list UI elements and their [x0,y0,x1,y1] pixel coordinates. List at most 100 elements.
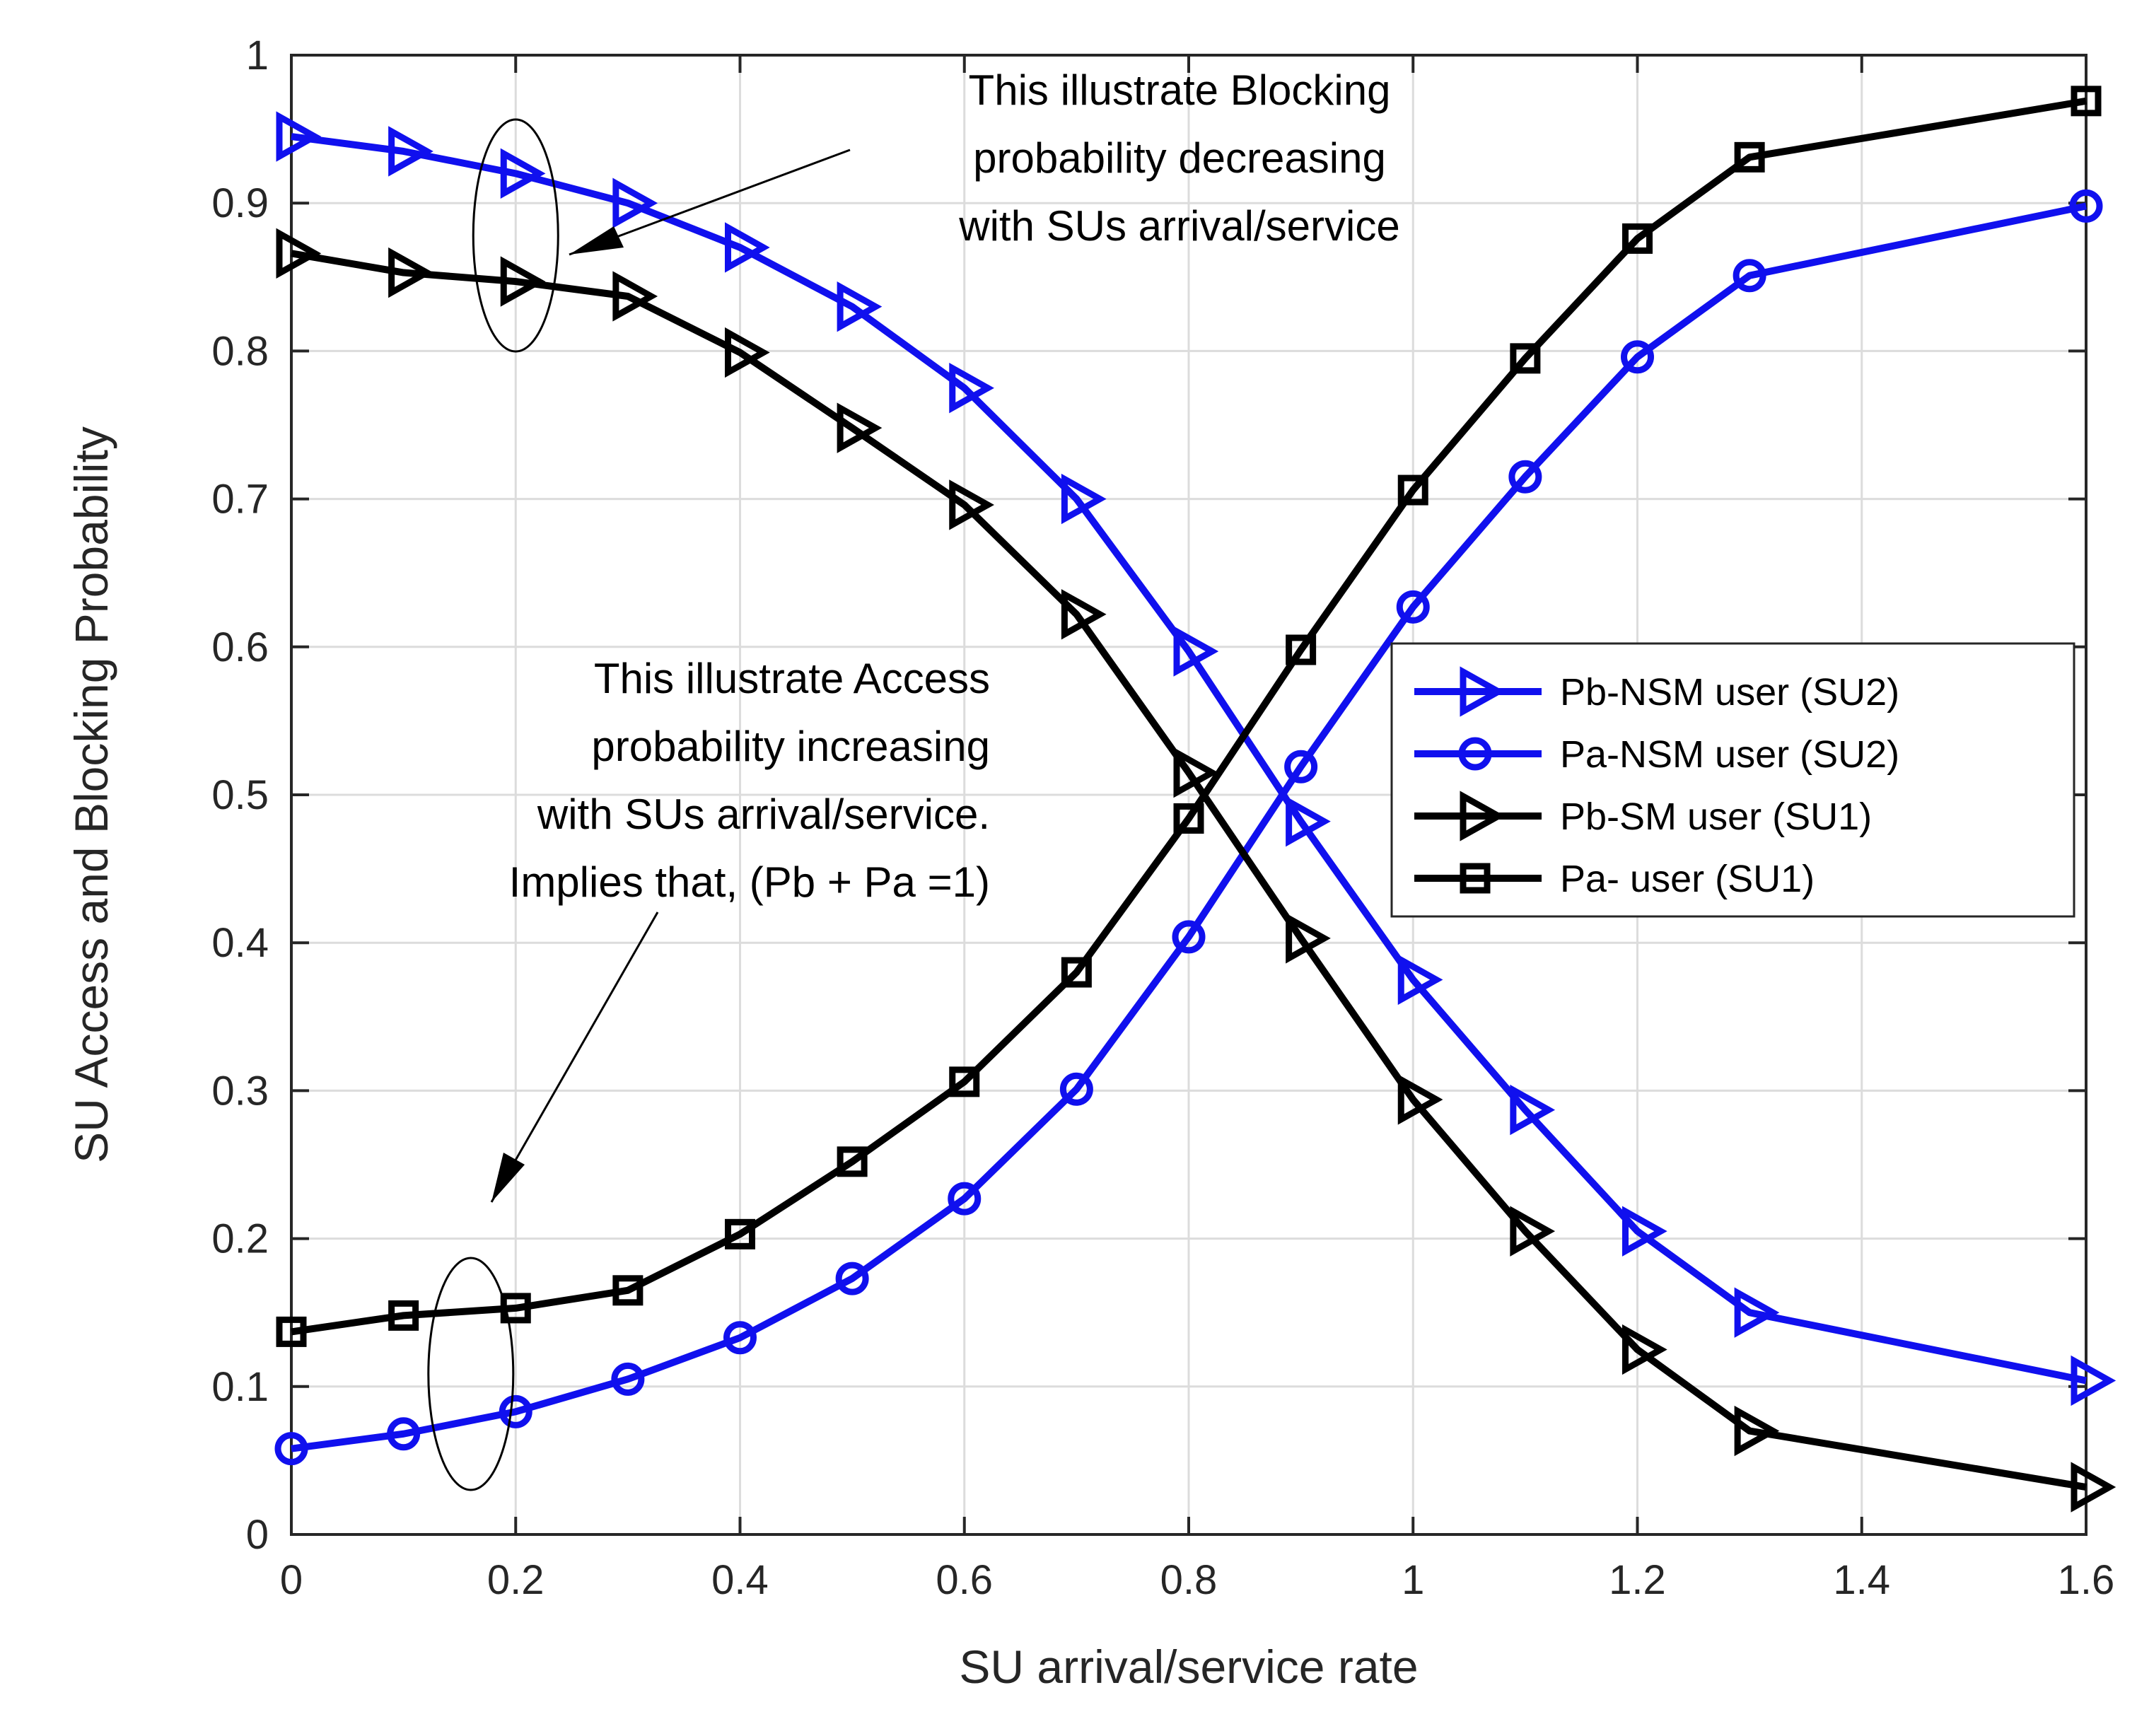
data-point [1061,473,1107,525]
data-point [725,327,770,378]
data-point [1397,1074,1443,1125]
data-point [276,111,322,162]
data-point [612,271,658,322]
data-point [276,1316,307,1347]
data-point [1059,1072,1093,1106]
y-tick-label: 1 [246,33,269,78]
y-tick-label: 0.1 [211,1364,269,1410]
x-tick-label: 0.4 [711,1557,769,1603]
legend: Pb-NSM user (SU2) Pa-NSM user (SU2) Pb-SM … [1390,642,2075,918]
axes-ticks: 0 0.2 0.4 0.6 0.8 1 1.2 1.4 1.6 0 0.1 0.2 0.3 0.4 0.5 0… [211,33,2114,1603]
annotation-arrow-line [490,911,659,1203]
x-axis-title: SU arrival/service rate [959,1641,1418,1693]
x-tick-label: 1 [1402,1557,1424,1603]
annotation-text-line: This illustrate Access [594,655,990,702]
data-point [274,1432,308,1466]
annotation-text-line: with SUs arrival/service [958,202,1399,250]
legend-item: Pa-NSM user (SU2) [1414,733,1899,776]
data-point [1510,343,1541,374]
data-point [1397,474,1428,506]
data-point [2071,86,2102,117]
data-point [1510,1206,1556,1257]
data-point [725,1218,755,1249]
data-point [1172,920,1206,954]
data-point [2069,189,2103,223]
y-tick-label: 0.5 [211,772,269,818]
y-tick-label: 0.3 [211,1068,269,1114]
series-line [291,202,2087,1452]
legend-item: Pa- user (SU1) [1414,858,1815,900]
data-point [1734,1405,1780,1457]
series-4 [276,86,2102,1347]
x-tick-label: 0.8 [1160,1557,1218,1603]
data-point [611,1362,645,1396]
data-point [612,177,658,228]
y-tick-label: 0.8 [211,328,269,374]
annotation-text-line: with SUs arrival/service. [537,791,990,838]
annotation-text-line: probability increasing [591,723,990,770]
data-point [2071,1462,2116,1513]
data-point [837,1146,868,1177]
annotations: This illustrate Blocking probability decr… [427,66,1400,1491]
data-point [1733,259,1766,293]
legend-item: Pb-NSM user (SU2) [1414,666,1899,717]
data-point [1061,589,1107,640]
data-point [387,1417,421,1451]
data-point [1510,1084,1556,1136]
x-tick-label: 1.4 [1833,1557,1890,1603]
data-point [612,1275,644,1306]
legend-item: Pb-SM user (SU1) [1414,791,1872,841]
data-point [837,281,883,332]
data-point [725,222,770,273]
series-line [291,97,2087,1336]
data-point [1622,223,1653,254]
data-point [1734,141,1765,173]
annotation-text-line: Implies that, (Pb + Pa =1) [509,858,990,906]
y-tick-label: 0.4 [211,920,269,966]
data-point [1734,1287,1780,1338]
series-2 [274,189,2103,1466]
x-tick-label: 0.6 [936,1557,993,1603]
data-point [276,228,322,279]
annotation-ellipse [427,1257,515,1491]
legend-label: Pa- user (SU1) [1560,858,1815,900]
y-tick-label: 0.6 [211,624,269,670]
data-point [1286,796,1331,847]
data-point [500,1293,531,1324]
data-point [1284,750,1318,783]
y-tick-label: 0 [246,1512,269,1558]
data-point [388,126,433,177]
legend-label: Pb-SM user (SU1) [1560,796,1872,838]
data-point [388,247,433,298]
data-point [949,1066,980,1097]
data-point [1173,803,1204,834]
legend-marker [1460,863,1491,894]
data-point [1622,1324,1667,1375]
legend-marker [1458,737,1492,771]
data-point [949,363,994,414]
data-point [388,1300,419,1331]
legend-label: Pb-NSM user (SU2) [1560,671,1899,713]
data-point [1173,747,1219,798]
legend-marker [1460,666,1506,717]
y-tick-label: 0.9 [211,180,269,226]
data-point [1286,634,1317,665]
legend-marker [1460,791,1506,841]
annotation-text-line: probability decreasing [973,134,1386,182]
x-tick-label: 0.2 [487,1557,545,1603]
data-point [1508,460,1542,494]
data-point [948,1182,982,1216]
y-axis-title: SU Access and Blocking Probability [65,426,117,1163]
data-point [837,402,883,453]
annotation-text-line: This illustrate Blocking [969,66,1391,114]
data-point [1286,913,1331,964]
x-tick-label: 0 [280,1557,303,1603]
data-point [949,479,994,530]
data-point [1397,954,1443,1006]
data-point [2071,1355,2116,1406]
data-point [1396,590,1430,624]
x-tick-label: 1.6 [2058,1557,2115,1603]
data-point [723,1321,757,1355]
legend-label: Pa-NSM user (SU2) [1560,733,1899,776]
